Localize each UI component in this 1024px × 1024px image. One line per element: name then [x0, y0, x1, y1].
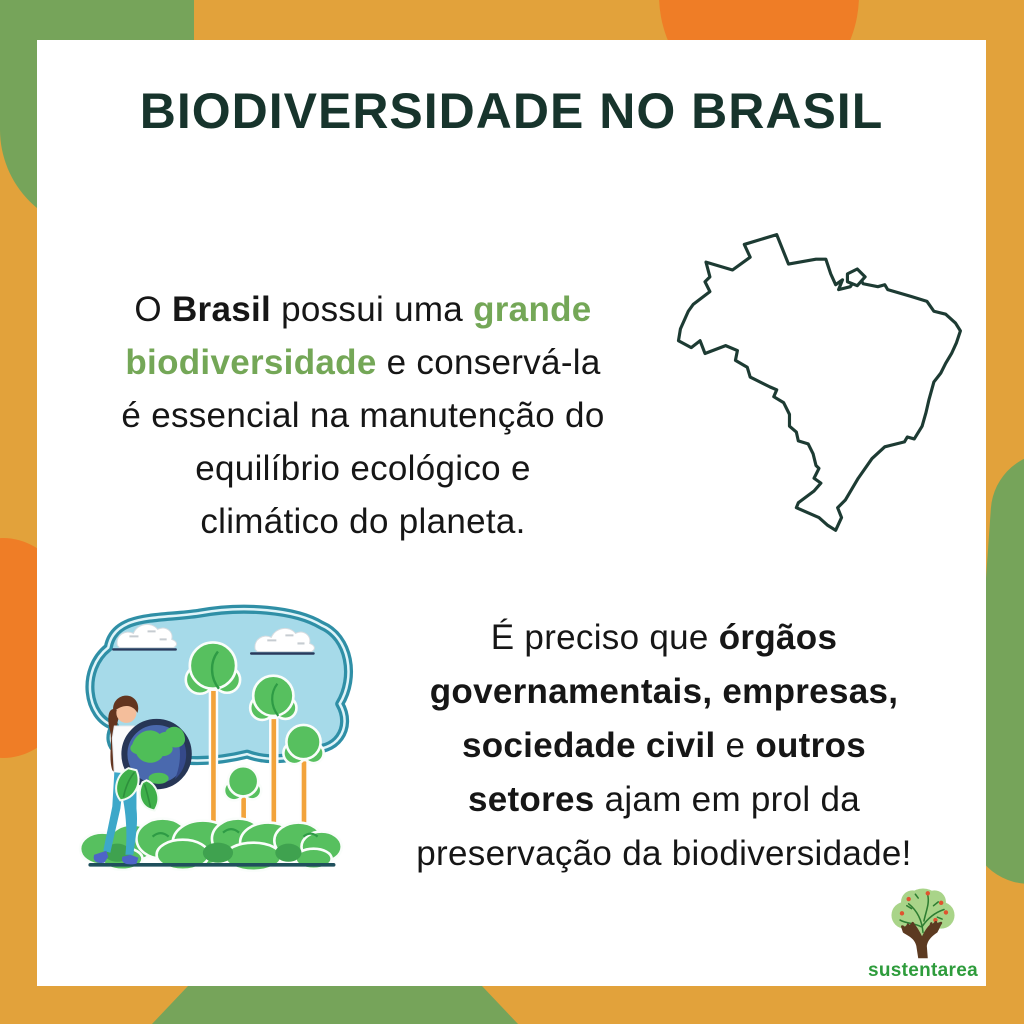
leaves-icon	[115, 767, 160, 812]
text-run: Brasil	[171, 290, 272, 329]
text-run: biodiversidade	[125, 343, 377, 382]
brazil-map-outline	[676, 233, 962, 532]
text-run: climático do planeta.	[200, 502, 526, 541]
text-run: equilíbrio ecológico e	[195, 449, 531, 488]
text-run: setores	[467, 780, 595, 819]
text-run: possui uma	[271, 290, 474, 329]
text-run: grande	[473, 290, 592, 329]
content-card: BIODIVERSIDADE NO BRASIL O Brasil possui…	[37, 40, 986, 986]
text-run: e conservá-la	[376, 343, 601, 382]
text-run: O	[134, 290, 172, 329]
decor-green-trapezoid-bottom	[152, 986, 518, 1024]
text-run: é essencial na manutenção do	[121, 396, 605, 435]
cloud-icon	[112, 623, 315, 655]
sustentarea-wordmark: sustentarea	[868, 960, 978, 981]
sustentarea-tree-icon	[891, 888, 955, 959]
earth-globe-icon	[121, 718, 192, 790]
text-run: sociedade civil	[461, 726, 716, 765]
text-run: órgãos	[718, 618, 838, 657]
text-run: preservação da biodiversidade!	[416, 834, 912, 873]
bushes	[78, 817, 344, 873]
text-run: e	[715, 726, 756, 765]
text-run: outros	[755, 726, 867, 765]
woman-globe-illustration	[78, 604, 354, 873]
intro-paragraph: O Brasil possui uma grande biodiversidade…	[61, 283, 665, 548]
text-run: ajam em prol da	[594, 780, 861, 819]
text-run: governamentais, empresas,	[429, 672, 899, 711]
text-run: É preciso que	[490, 618, 719, 657]
page-title: BIODIVERSIDADE NO BRASIL	[139, 83, 884, 139]
call-to-action-paragraph: É preciso que órgãos governamentais, empr…	[340, 611, 988, 881]
sustentarea-logo: sustentarea	[860, 882, 986, 982]
